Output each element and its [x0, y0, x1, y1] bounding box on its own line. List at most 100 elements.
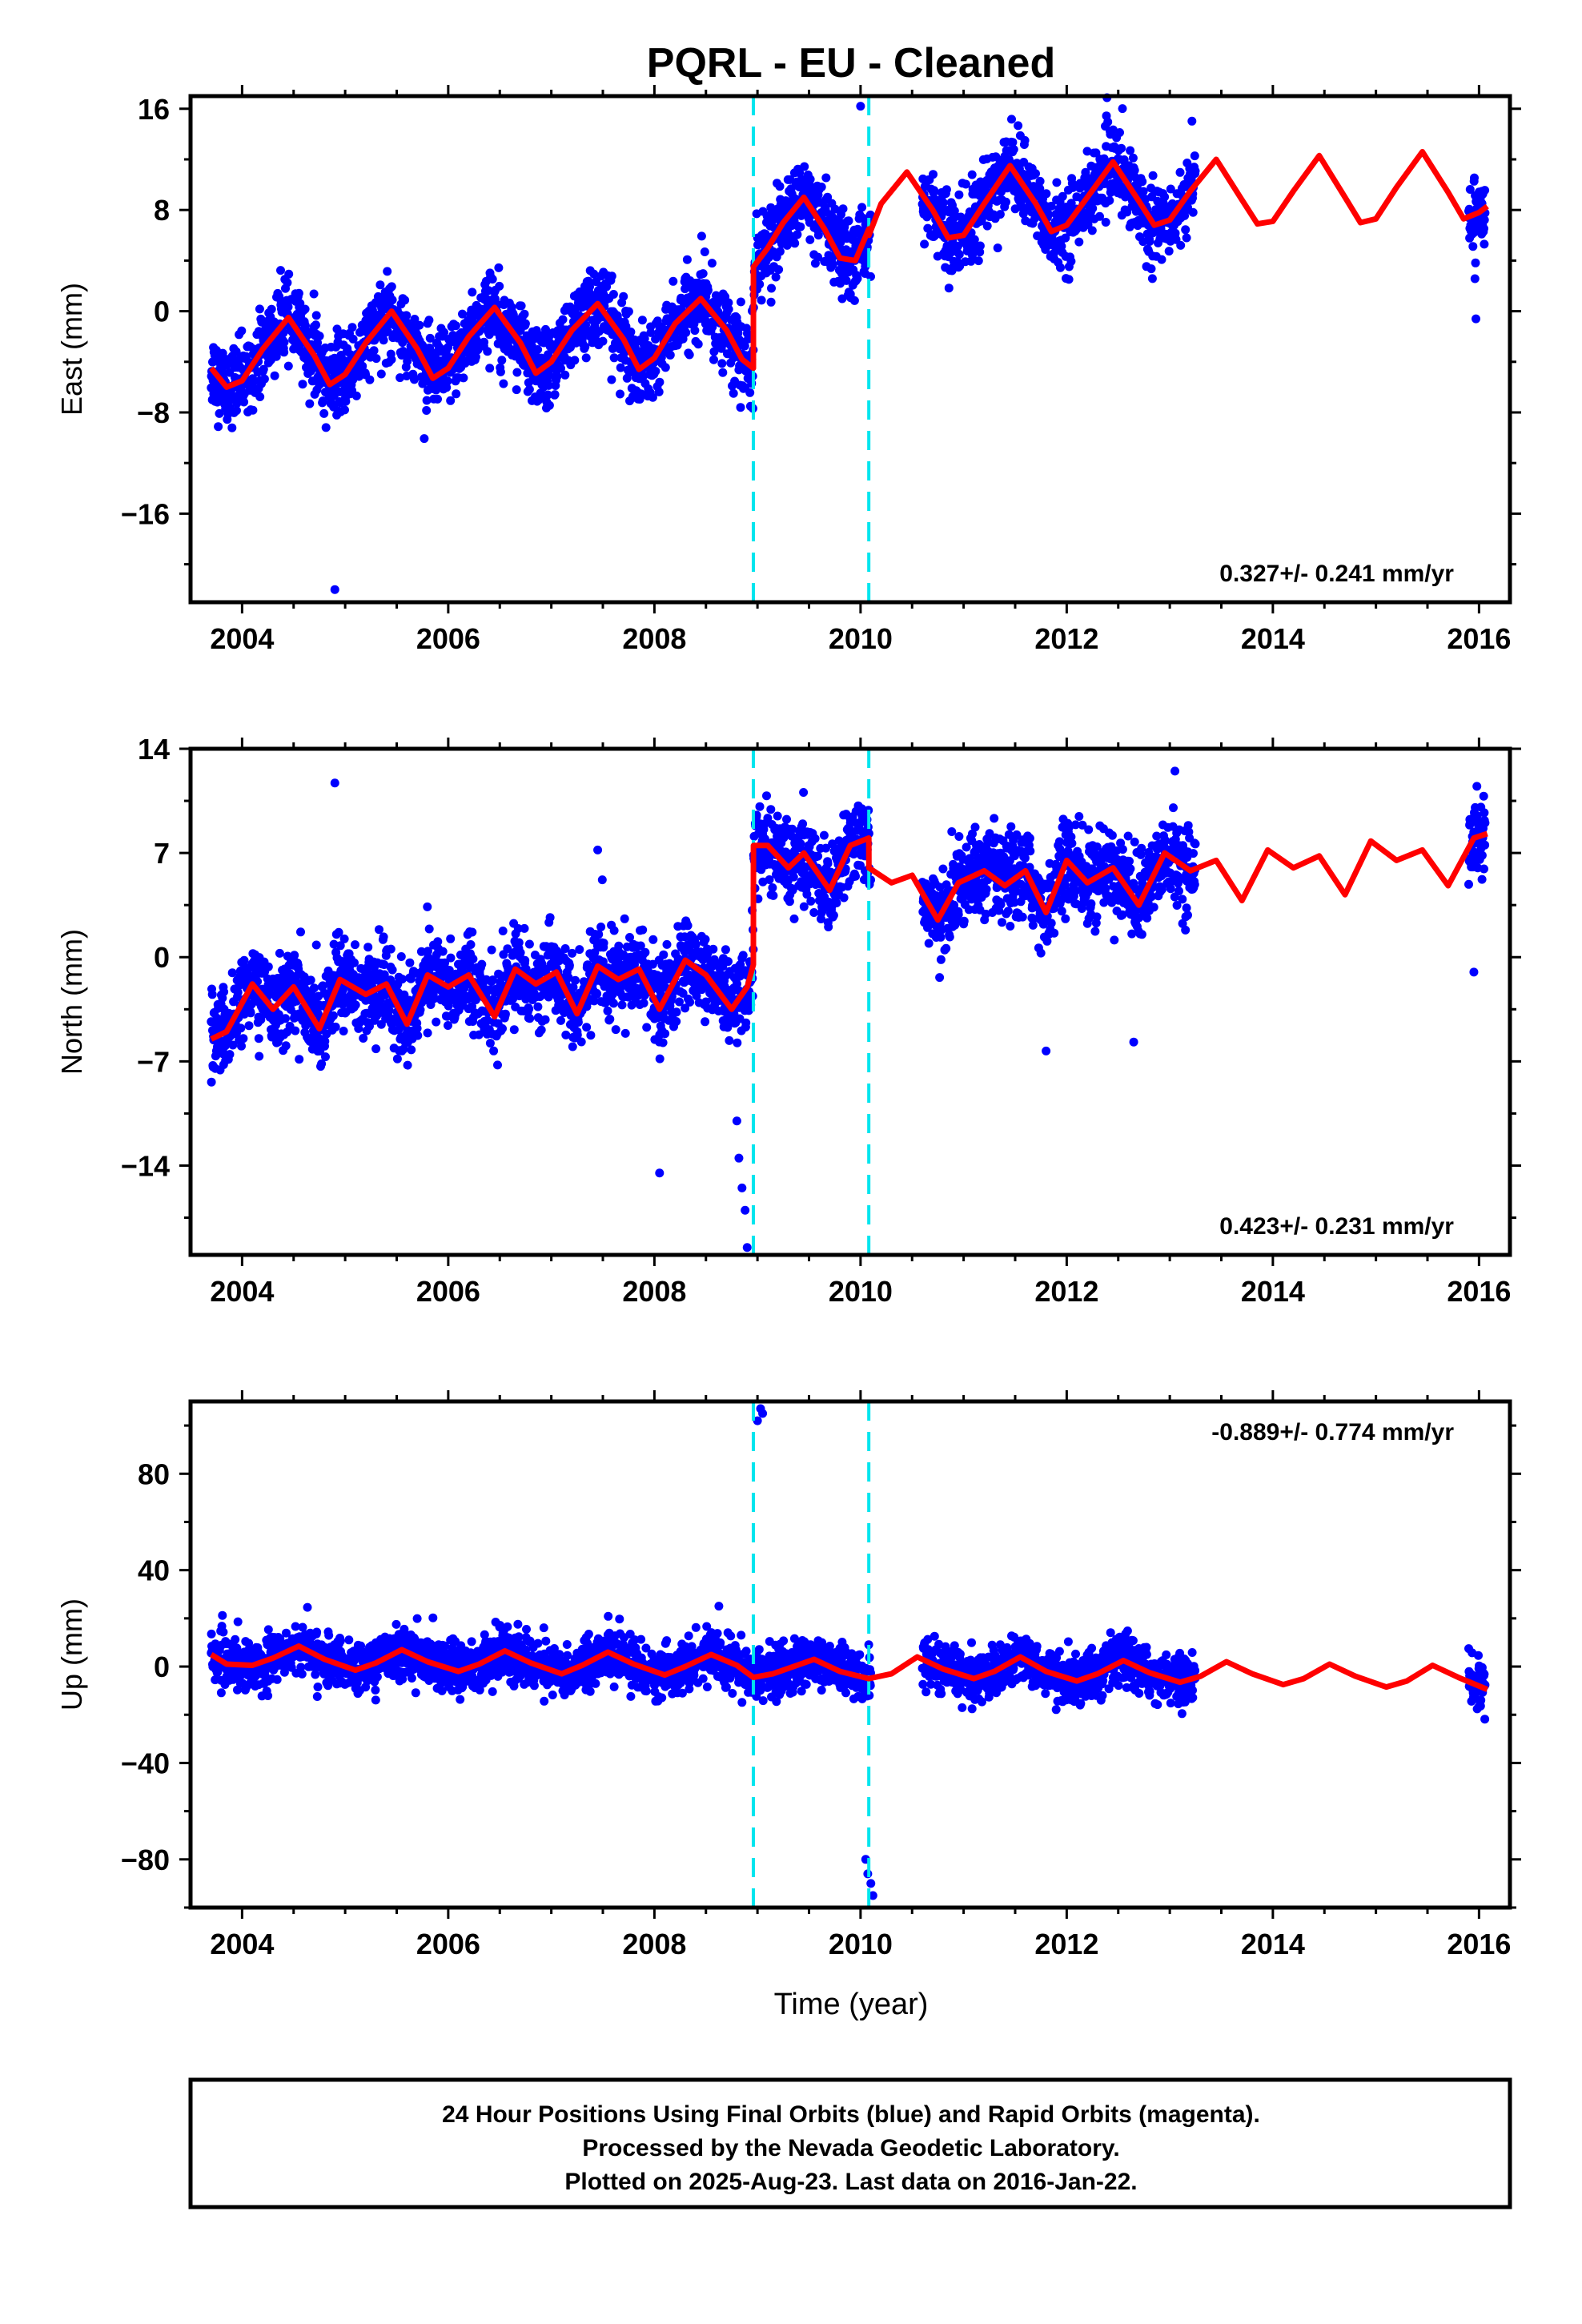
data-point: [446, 934, 456, 943]
data-point: [471, 352, 480, 362]
data-point: [215, 408, 224, 418]
data-point: [375, 925, 383, 935]
data-point: [259, 374, 269, 384]
data-point: [376, 369, 386, 379]
data-point: [227, 968, 237, 978]
data-point: [379, 932, 388, 942]
data-point: [305, 399, 315, 408]
data-point: [487, 945, 496, 955]
data-point: [351, 391, 361, 400]
data-point: [363, 943, 373, 952]
data-point: [516, 301, 526, 311]
data-point: [767, 283, 776, 293]
data-point: [263, 962, 273, 971]
data-point: [514, 938, 524, 947]
data-point: [259, 364, 268, 374]
data-point: [790, 239, 800, 248]
data-point: [405, 958, 415, 967]
data-point: [319, 408, 329, 418]
data-point: [500, 1009, 510, 1019]
data-point: [662, 939, 672, 949]
data-point: [422, 406, 432, 415]
data-point: [458, 309, 467, 319]
data-point: [477, 959, 487, 969]
data-point: [598, 336, 608, 346]
data-point: [1105, 195, 1114, 205]
data-point: [237, 1041, 246, 1051]
data-point: [254, 1034, 263, 1043]
data-point: [757, 296, 766, 305]
y-tick-label: −8: [137, 396, 170, 429]
x-tick-label: 2008: [622, 622, 686, 655]
data-point: [255, 304, 264, 314]
data-point: [276, 266, 285, 275]
data-point: [536, 1025, 546, 1035]
y-tick-label: 0: [154, 296, 170, 328]
data-point: [279, 348, 289, 357]
data-point: [718, 368, 728, 377]
data-point: [494, 263, 504, 272]
data-point: [810, 834, 820, 843]
data-point: [497, 356, 507, 365]
data-point: [658, 1038, 668, 1047]
data-point: [592, 989, 602, 999]
data-point: [446, 953, 456, 963]
data-point: [275, 948, 284, 958]
data-point: [332, 324, 342, 334]
data-point: [620, 1028, 630, 1038]
data-point: [698, 269, 708, 279]
data-point: [300, 304, 310, 314]
data-point: [541, 324, 550, 334]
data-point: [697, 231, 706, 241]
data-point: [639, 999, 648, 1008]
data-point: [236, 1023, 246, 1033]
data-point: [640, 947, 650, 957]
data-point: [410, 315, 420, 324]
data-point: [1064, 275, 1074, 284]
data-point: [495, 281, 504, 291]
data-point: [248, 405, 258, 415]
data-point: [1470, 274, 1480, 283]
data-point: [738, 951, 748, 960]
data-point: [396, 373, 405, 383]
data-point: [341, 396, 351, 406]
data-point: [422, 396, 432, 405]
data-point: [348, 334, 358, 344]
plot-frame: [188, 94, 1512, 605]
data-point: [328, 1011, 338, 1020]
data-point: [938, 198, 948, 207]
data-point: [1138, 187, 1148, 196]
data-point: [284, 269, 294, 279]
data-point: [805, 235, 815, 244]
data-point: [982, 221, 992, 231]
data-point: [1181, 225, 1191, 235]
data-point: [524, 384, 534, 394]
data-point: [817, 183, 826, 191]
data-point: [468, 927, 477, 937]
panels: 2004 2006 2008 2010 2012 2014 2016−16−80816Eas…: [55, 85, 1521, 1960]
data-point: [237, 326, 247, 336]
data-point: [581, 353, 591, 363]
data-point: [701, 1017, 710, 1027]
y-axis-label: East (mm): [55, 283, 88, 416]
data-point: [556, 1015, 565, 1025]
data-point: [267, 304, 276, 314]
data-point: [485, 1039, 495, 1048]
y-tick-label: 16: [138, 93, 170, 126]
data-point: [1188, 207, 1198, 217]
data-point: [400, 296, 410, 305]
data-point: [701, 935, 710, 944]
data-point: [771, 272, 781, 282]
data-point: [379, 336, 388, 345]
data-point: [1042, 189, 1051, 199]
data-point: [1145, 237, 1154, 246]
data-point: [773, 811, 782, 821]
data-point: [954, 250, 964, 259]
data-point: [375, 280, 385, 290]
data-point: [1117, 143, 1126, 153]
data-point: [1164, 247, 1174, 256]
data-point: [974, 256, 983, 266]
data-point: [1115, 128, 1124, 137]
data-point: [685, 997, 695, 1007]
